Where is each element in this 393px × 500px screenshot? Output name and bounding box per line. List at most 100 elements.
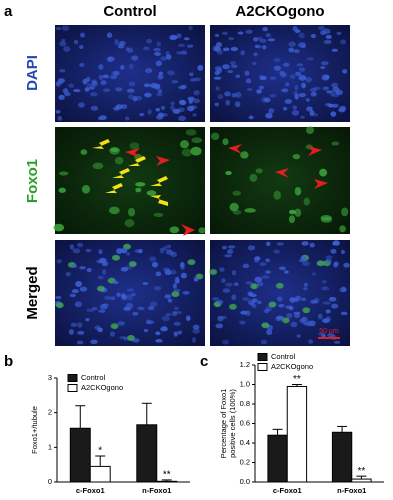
nucleus <box>325 315 332 322</box>
nucleus <box>318 332 324 336</box>
nucleus <box>336 31 342 36</box>
nucleus <box>296 63 304 67</box>
nucleus <box>150 301 158 307</box>
nucleus <box>115 104 123 110</box>
nucleus <box>188 26 193 31</box>
nucleus <box>255 45 262 49</box>
nucleus <box>110 296 116 301</box>
nucleus <box>107 56 114 63</box>
nucleus <box>278 266 286 271</box>
cell <box>222 138 229 146</box>
nucleus <box>306 106 313 112</box>
nucleus <box>155 339 163 343</box>
nucleus <box>340 249 346 255</box>
nucleus <box>262 26 268 32</box>
nucleus <box>155 107 161 112</box>
y-tick-label: 0.8 <box>240 399 250 408</box>
nucleus <box>160 105 166 110</box>
micrograph <box>55 127 205 234</box>
nucleus <box>182 290 190 295</box>
nucleus <box>332 240 340 246</box>
nucleus <box>55 109 61 114</box>
nucleus <box>102 74 110 79</box>
nucleus <box>284 98 293 104</box>
nucleus <box>143 328 149 333</box>
nucleus <box>300 256 307 261</box>
nucleus <box>299 67 306 72</box>
nucleus <box>180 264 185 271</box>
nucleus <box>247 299 256 306</box>
nucleus <box>177 107 185 113</box>
nucleus <box>128 81 136 87</box>
significance: * <box>98 446 102 457</box>
nucleus <box>259 38 267 43</box>
nucleus <box>215 323 224 329</box>
nucleus <box>257 300 262 305</box>
nucleus <box>157 88 163 95</box>
nucleus <box>120 65 125 70</box>
nucleus <box>298 74 307 81</box>
nucleus <box>222 47 230 52</box>
x-tick-label: c-Foxo1 <box>76 486 105 495</box>
nucleus <box>76 340 84 345</box>
nucleus <box>331 103 339 108</box>
nucleus <box>220 315 228 320</box>
nucleus <box>174 278 180 284</box>
nucleus <box>178 43 186 48</box>
nucleus <box>324 103 332 107</box>
nucleus <box>143 46 150 51</box>
nucleus <box>326 90 334 94</box>
cell <box>281 317 290 324</box>
nucleus <box>97 116 102 121</box>
nucleus <box>340 286 347 293</box>
nucleus <box>193 98 200 104</box>
nucleus <box>294 84 299 91</box>
nucleus <box>214 102 220 107</box>
nucleus <box>240 310 248 315</box>
nucleus <box>111 71 116 75</box>
legend-label: A2CKOgono <box>271 362 313 371</box>
nucleus <box>221 245 228 250</box>
nucleus <box>79 266 86 270</box>
nucleus <box>172 311 177 317</box>
nucleus <box>285 82 290 87</box>
nucleus <box>303 287 308 291</box>
nucleus <box>137 248 143 254</box>
nucleus <box>323 28 331 35</box>
nucleus <box>142 282 149 286</box>
nucleus <box>186 105 195 112</box>
nucleus <box>145 67 153 74</box>
row-label: Foxo1 <box>24 159 41 203</box>
nucleus <box>237 31 244 35</box>
nucleus <box>227 245 236 249</box>
nucleus <box>331 48 338 52</box>
cell <box>127 207 136 217</box>
scale-bar-label: 50 μm <box>319 328 339 335</box>
nucleus <box>98 64 104 70</box>
nucleus <box>98 249 103 255</box>
cell <box>80 149 88 155</box>
nucleus <box>149 256 157 262</box>
y-tick-label: 0.0 <box>240 477 250 486</box>
nucleus <box>193 277 199 282</box>
nucleus <box>317 313 323 320</box>
nucleus <box>123 306 131 311</box>
nucleus <box>259 262 267 267</box>
cell <box>180 140 189 149</box>
nucleus <box>100 80 107 86</box>
nucleus <box>328 296 337 302</box>
nucleus <box>192 324 200 330</box>
y-axis-label: Foxo1+/tubule <box>30 406 39 454</box>
nucleus <box>115 87 123 92</box>
nucleus <box>174 306 179 311</box>
cell <box>135 182 146 187</box>
nucleus <box>301 82 306 89</box>
nucleus <box>294 94 299 100</box>
nucleus <box>170 269 177 275</box>
nucleus <box>310 91 317 97</box>
nucleus <box>265 258 270 263</box>
nucleus <box>174 310 183 315</box>
nucleus <box>331 82 338 88</box>
nucleus <box>147 109 152 115</box>
nucleus <box>189 105 198 110</box>
